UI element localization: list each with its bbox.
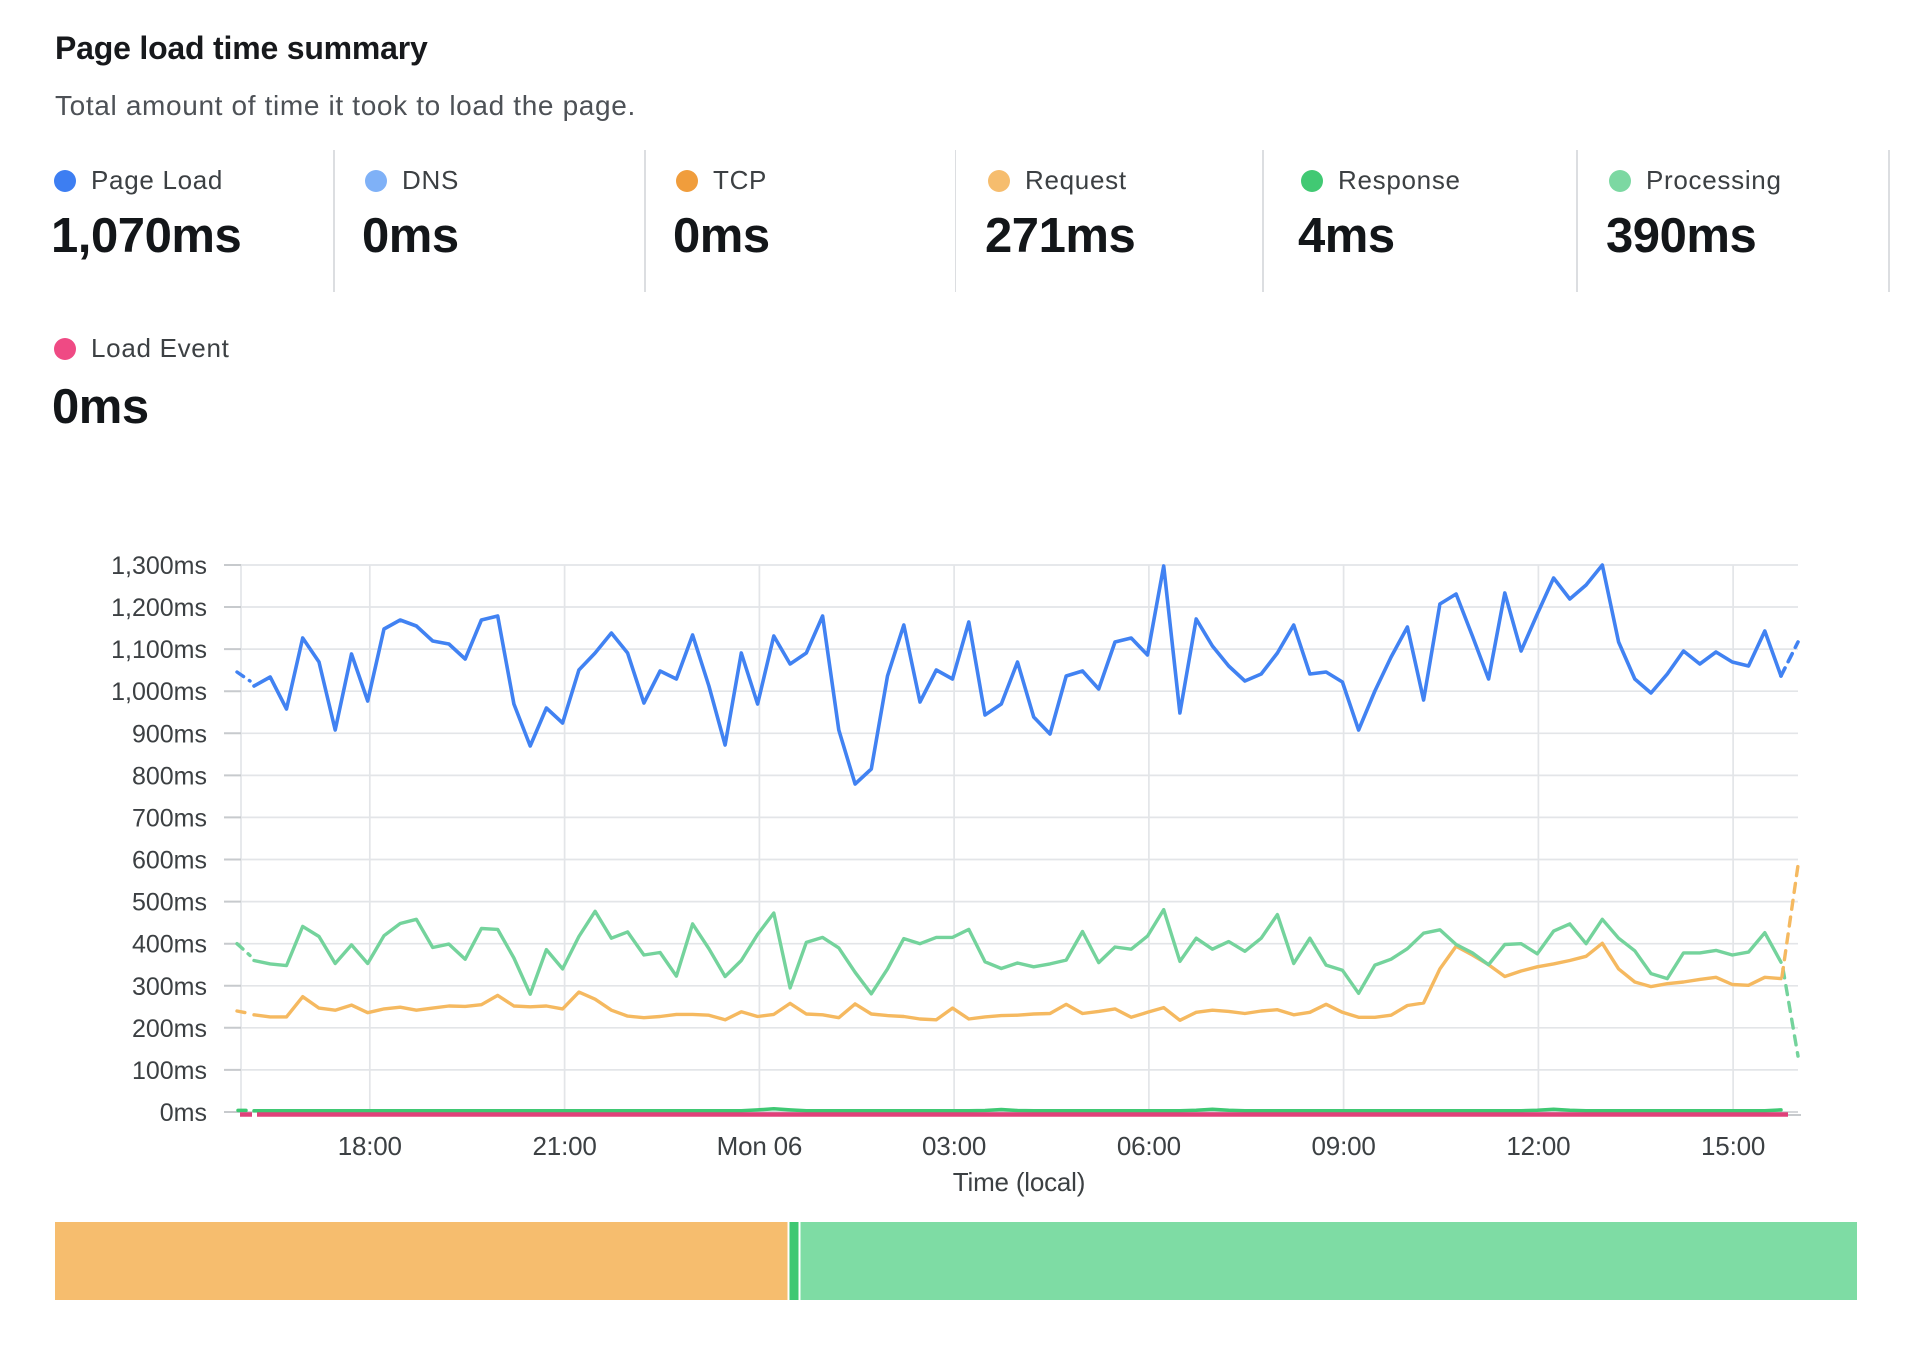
svg-text:03:00: 03:00 <box>922 1131 986 1161</box>
svg-text:800ms: 800ms <box>132 762 207 790</box>
svg-text:100ms: 100ms <box>132 1057 207 1085</box>
svg-text:1,200ms: 1,200ms <box>111 594 207 622</box>
svg-text:1,100ms: 1,100ms <box>111 636 207 664</box>
svg-text:15:00: 15:00 <box>1701 1131 1765 1161</box>
svg-text:Mon 06: Mon 06 <box>717 1131 803 1161</box>
svg-text:09:00: 09:00 <box>1312 1131 1376 1161</box>
svg-text:12:00: 12:00 <box>1506 1131 1570 1161</box>
svg-text:Time (local): Time (local) <box>953 1167 1085 1197</box>
svg-text:1,300ms: 1,300ms <box>111 552 207 580</box>
svg-text:0ms: 0ms <box>160 1099 207 1127</box>
svg-text:1,000ms: 1,000ms <box>111 678 207 706</box>
svg-text:400ms: 400ms <box>132 931 207 959</box>
svg-text:21:00: 21:00 <box>533 1131 597 1161</box>
svg-text:700ms: 700ms <box>132 804 207 832</box>
svg-text:900ms: 900ms <box>132 720 207 748</box>
svg-text:600ms: 600ms <box>132 847 207 875</box>
svg-text:500ms: 500ms <box>132 889 207 917</box>
svg-text:18:00: 18:00 <box>338 1131 402 1161</box>
svg-text:200ms: 200ms <box>132 1015 207 1043</box>
svg-text:06:00: 06:00 <box>1117 1131 1181 1161</box>
svg-text:300ms: 300ms <box>132 973 207 1001</box>
